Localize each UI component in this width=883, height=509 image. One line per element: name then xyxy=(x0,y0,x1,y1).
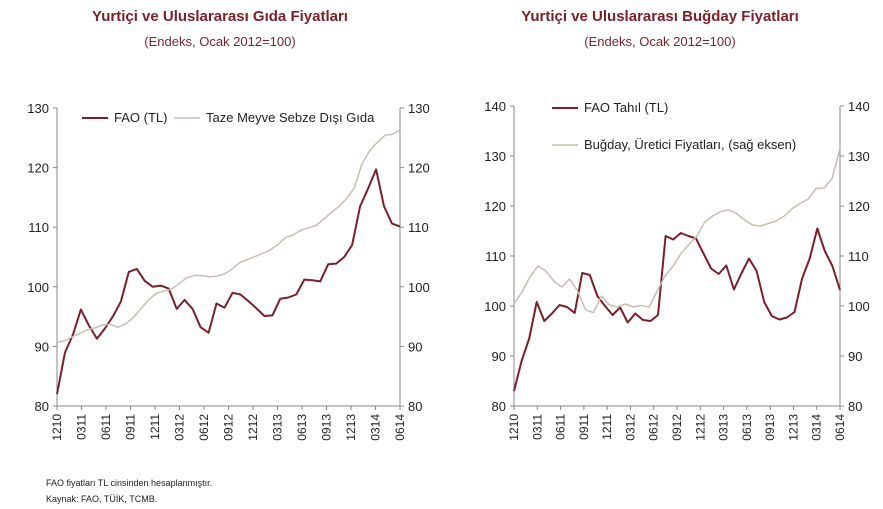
right-tick-label: 90 xyxy=(848,349,862,364)
right-tick-label: 80 xyxy=(408,399,422,414)
x-tick-label: 0614 xyxy=(833,414,847,441)
x-tick-label: 0314 xyxy=(810,414,824,441)
x-tick-label: 0611 xyxy=(554,414,568,440)
x-tick-label: 0311 xyxy=(75,414,89,440)
series-line-1 xyxy=(56,168,401,395)
right-tick-label: 120 xyxy=(848,199,870,214)
source-note: Kaynak: FAO, TÜİK, TCMB. xyxy=(46,494,158,504)
left-tick-label: 90 xyxy=(35,339,49,354)
left-tick-label: 100 xyxy=(27,280,49,295)
x-tick-label: 0613 xyxy=(295,414,309,441)
right-tick-label: 100 xyxy=(408,280,430,295)
legend-label-2: Taze Meyve Sebze Dışı Gıda xyxy=(206,110,375,125)
series-line-2 xyxy=(513,148,841,314)
series-line-2 xyxy=(56,129,401,343)
x-tick-label: 1210 xyxy=(507,414,521,441)
x-tick-label: 0913 xyxy=(763,414,777,441)
x-tick-label: 0912 xyxy=(222,414,236,441)
left-tick-label: 120 xyxy=(27,161,49,176)
right-tick-label: 130 xyxy=(408,101,430,116)
left-tick-label: 110 xyxy=(28,220,49,235)
left-tick-label: 80 xyxy=(492,399,506,414)
x-tick-label: 0612 xyxy=(197,414,211,441)
x-tick-label: 0611 xyxy=(99,414,113,440)
chart2-subtitle: (Endeks, Ocak 2012=100) xyxy=(584,34,736,49)
x-tick-label: 1212 xyxy=(693,414,707,441)
left-tick-label: 80 xyxy=(35,399,49,414)
right-tick-label: 140 xyxy=(848,99,870,114)
x-tick-label: 1211 xyxy=(600,414,614,440)
legend-label-1: FAO Tahıl (TL) xyxy=(584,100,668,115)
left-tick-label: 130 xyxy=(27,101,49,116)
x-tick-label: 1212 xyxy=(246,414,260,441)
x-tick-label: 0911 xyxy=(124,414,138,440)
legend-label-2: Buğday, Üretici Fiyatları, (sağ eksen) xyxy=(584,137,796,152)
right-tick-label: 80 xyxy=(848,399,862,414)
left-tick-label: 130 xyxy=(484,149,506,164)
footnote: FAO fiyatları TL cinsinden hesaplanmıştı… xyxy=(46,478,213,488)
x-tick-label: 0314 xyxy=(369,414,383,441)
x-tick-label: 1213 xyxy=(344,414,358,441)
left-tick-label: 120 xyxy=(484,199,506,214)
series-line-1 xyxy=(513,227,841,392)
chart1-title: Yurtiçi ve Uluslararası Gıda Fiyatları xyxy=(92,8,348,25)
x-tick-label: 0613 xyxy=(740,414,754,441)
x-tick-label: 1210 xyxy=(50,414,64,441)
right-tick-label: 120 xyxy=(408,161,430,176)
legend-label-1: FAO (TL) xyxy=(114,110,167,125)
x-tick-label: 1213 xyxy=(786,414,800,441)
right-tick-label: 110 xyxy=(408,220,429,235)
x-tick-label: 0911 xyxy=(577,414,591,440)
x-tick-label: 0913 xyxy=(320,414,334,441)
left-tick-label: 100 xyxy=(484,299,506,314)
left-tick-label: 110 xyxy=(485,249,506,264)
x-tick-label: 0312 xyxy=(623,414,637,441)
x-tick-label: 0312 xyxy=(173,414,187,441)
x-tick-label: 0313 xyxy=(271,414,285,441)
right-tick-label: 110 xyxy=(848,249,869,264)
x-tick-label: 0612 xyxy=(647,414,661,441)
x-tick-label: 0311 xyxy=(530,414,544,440)
chart1-subtitle: (Endeks, Ocak 2012=100) xyxy=(144,34,296,49)
chart2-title: Yurtiçi ve Uluslararası Buğday Fiyatları xyxy=(521,8,799,25)
x-tick-label: 0313 xyxy=(717,414,731,441)
right-tick-label: 100 xyxy=(848,299,870,314)
left-tick-label: 140 xyxy=(484,99,506,114)
right-tick-label: 130 xyxy=(848,149,870,164)
x-tick-label: 1211 xyxy=(148,414,162,440)
right-tick-label: 90 xyxy=(408,339,422,354)
x-tick-label: 0912 xyxy=(670,414,684,441)
x-tick-label: 0614 xyxy=(393,414,407,441)
left-tick-label: 90 xyxy=(492,349,506,364)
